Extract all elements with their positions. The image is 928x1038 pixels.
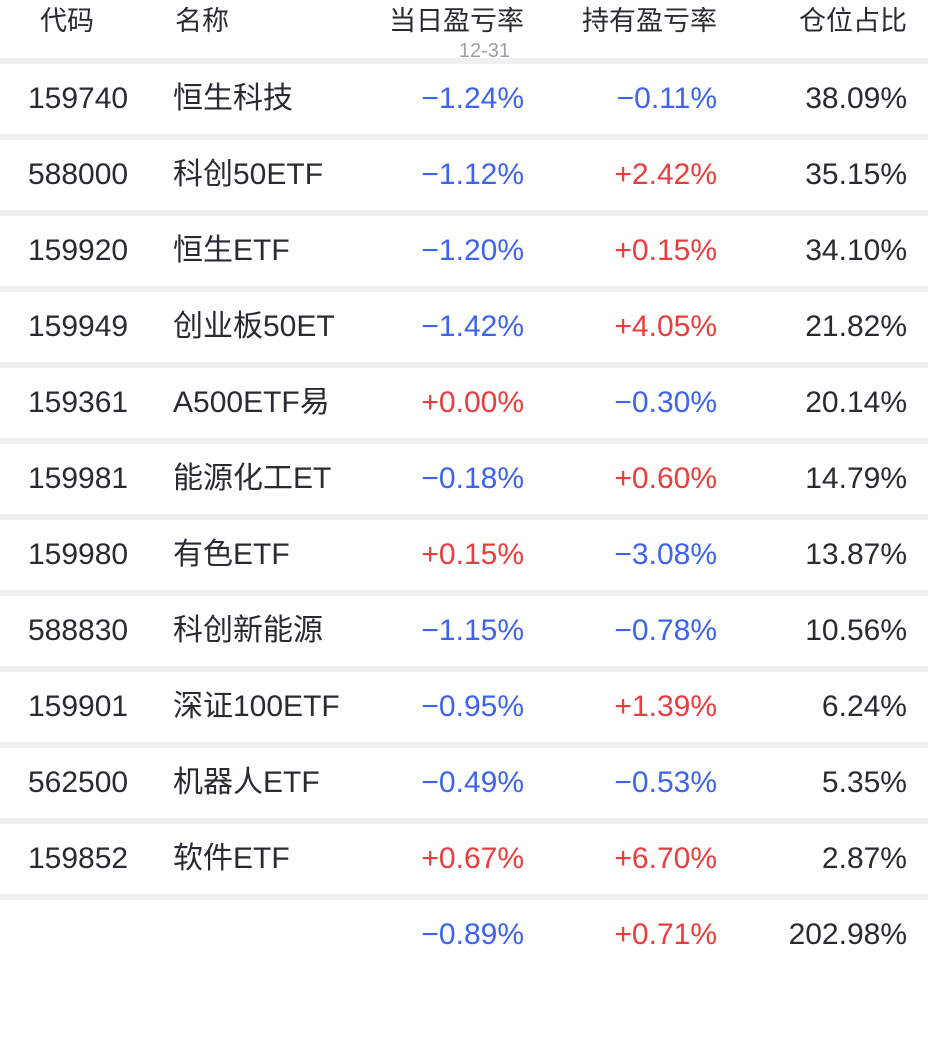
col-header-name: 名称 (175, 6, 229, 36)
position-ratio-value: 14.79% (805, 462, 907, 495)
position-ratio-value: 13.87% (805, 538, 907, 571)
col-header-position-ratio[interactable]: 仓位占比 (799, 6, 907, 36)
daily-pl-value: −1.15% (421, 614, 524, 647)
summary-holding-pl: +0.71% (614, 918, 717, 951)
holding-pl-value: −0.53% (614, 766, 717, 799)
fund-name: 深证100ETF (173, 690, 340, 723)
fund-code: 588000 (28, 158, 129, 191)
position-ratio-value: 34.10% (805, 234, 907, 267)
holding-row[interactable]: 159949 创业板50ET −1.42% +4.05% 21.82% (0, 292, 928, 368)
col-header-daily-pl-label: 当日盈亏率 (389, 6, 524, 36)
fund-holdings-table: 代码 名称 当日盈亏率 12-31 持有盈亏率 仓位占比 159740 恒生科技… (0, 0, 928, 966)
holding-pl-value: +6.70% (614, 842, 717, 875)
summary-row: −0.89% +0.71% 202.98% (0, 900, 928, 966)
holding-pl-value: −0.11% (616, 82, 717, 115)
holding-pl-value: −3.08% (614, 538, 717, 571)
holding-pl-value: −0.78% (614, 614, 717, 647)
col-header-holding-pl[interactable]: 持有盈亏率 (582, 6, 717, 36)
holding-row[interactable]: 159980 有色ETF +0.15% −3.08% 13.87% (0, 520, 928, 596)
table-header-row: 代码 名称 当日盈亏率 12-31 持有盈亏率 仓位占比 (0, 0, 928, 64)
holding-pl-value: +2.42% (614, 158, 717, 191)
holding-row[interactable]: 588830 科创新能源 −1.15% −0.78% 10.56% (0, 596, 928, 672)
fund-name: 机器人ETF (173, 766, 320, 799)
fund-code: 159920 (28, 234, 129, 267)
col-header-daily-pl-date: 12-31 (458, 40, 510, 62)
daily-pl-value: −1.42% (421, 310, 524, 343)
fund-code: 159949 (28, 310, 129, 343)
daily-pl-value: −1.20% (421, 234, 524, 267)
fund-name: 恒生科技 (173, 82, 293, 115)
fund-name: 有色ETF (173, 538, 290, 571)
daily-pl-value: −1.12% (421, 158, 524, 191)
position-ratio-value: 38.09% (805, 82, 907, 115)
daily-pl-value: +0.67% (421, 842, 524, 875)
daily-pl-value: +0.15% (421, 538, 524, 571)
position-ratio-value: 10.56% (805, 614, 907, 647)
holding-row[interactable]: 159361 A500ETF易 +0.00% −0.30% 20.14% (0, 368, 928, 444)
fund-name: 科创50ETF (173, 158, 324, 191)
daily-pl-value: −0.95% (421, 690, 524, 723)
daily-pl-value: −0.49% (421, 766, 524, 799)
col-header-code: 代码 (40, 6, 94, 36)
holding-row[interactable]: 159901 深证100ETF −0.95% +1.39% 6.24% (0, 672, 928, 748)
holding-row[interactable]: 159740 恒生科技 −1.24% −0.11% 38.09% (0, 64, 928, 140)
position-ratio-value: 35.15% (805, 158, 907, 191)
fund-name: 恒生ETF (173, 234, 290, 267)
fund-name: 科创新能源 (173, 614, 323, 647)
position-ratio-value: 6.24% (821, 690, 907, 723)
daily-pl-value: −0.18% (421, 462, 524, 495)
position-ratio-value: 5.35% (821, 766, 907, 799)
fund-name: 能源化工ET (173, 462, 332, 495)
col-header-daily-pl[interactable]: 当日盈亏率 12-31 (349, 5, 524, 63)
fund-name: A500ETF易 (173, 386, 330, 419)
holding-row[interactable]: 159981 能源化工ET −0.18% +0.60% 14.79% (0, 444, 928, 520)
holding-pl-value: +0.15% (614, 234, 717, 267)
summary-position-ratio: 202.98% (788, 918, 907, 951)
fund-code: 159361 (28, 386, 129, 419)
holding-pl-value: +4.05% (614, 310, 717, 343)
fund-code: 562500 (28, 766, 129, 799)
summary-daily-pl: −0.89% (421, 918, 524, 951)
holding-row[interactable]: 562500 机器人ETF −0.49% −0.53% 5.35% (0, 748, 928, 824)
daily-pl-value: +0.00% (421, 386, 524, 419)
holding-pl-value: −0.30% (614, 386, 717, 419)
table-body: 159740 恒生科技 −1.24% −0.11% 38.09% 588000 … (0, 64, 928, 900)
fund-code: 159901 (28, 690, 129, 723)
holding-pl-value: +0.60% (614, 462, 717, 495)
fund-code: 159981 (28, 462, 129, 495)
fund-code: 159980 (28, 538, 129, 571)
holding-row[interactable]: 588000 科创50ETF −1.12% +2.42% 35.15% (0, 140, 928, 216)
fund-code: 159852 (28, 842, 129, 875)
fund-name: 创业板50ET (173, 310, 335, 343)
fund-code: 588830 (28, 614, 129, 647)
holding-pl-value: +1.39% (614, 690, 717, 723)
position-ratio-value: 21.82% (805, 310, 907, 343)
holding-row[interactable]: 159920 恒生ETF −1.20% +0.15% 34.10% (0, 216, 928, 292)
position-ratio-value: 2.87% (821, 842, 907, 875)
fund-name: 软件ETF (173, 842, 290, 875)
holding-row[interactable]: 159852 软件ETF +0.67% +6.70% 2.87% (0, 824, 928, 900)
position-ratio-value: 20.14% (805, 386, 907, 419)
daily-pl-value: −1.24% (421, 82, 524, 115)
fund-code: 159740 (28, 82, 129, 115)
